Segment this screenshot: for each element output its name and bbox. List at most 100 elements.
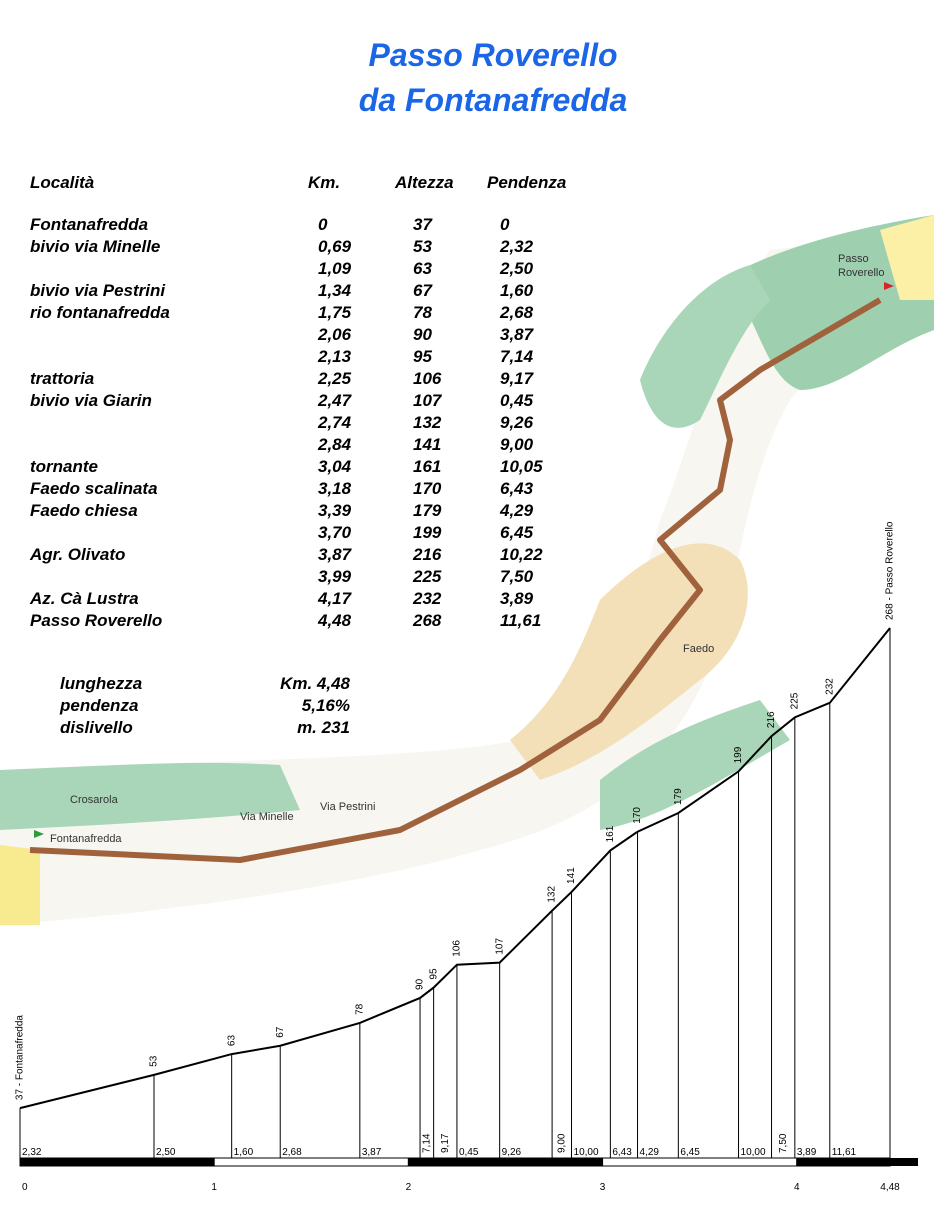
x-tick-label: 4 — [794, 1182, 800, 1193]
gradient-label: 10,00 — [574, 1147, 599, 1158]
table-cell: 179 — [413, 501, 442, 520]
point-label: 63 — [226, 1035, 237, 1047]
gradient-label: 6,45 — [680, 1147, 700, 1158]
table-cell: 2,74 — [317, 413, 352, 432]
summary-label: pendenza — [59, 696, 138, 715]
table-cell: 3,87 — [318, 545, 353, 564]
point-label: 216 — [766, 711, 777, 728]
point-label: 141 — [566, 867, 577, 884]
table-cell: 107 — [413, 391, 443, 410]
point-label: 268 - Passo Roverello — [885, 521, 896, 620]
gradient-label: 4,29 — [640, 1147, 660, 1158]
table-cell: 3,89 — [500, 589, 534, 608]
table-cell: 67 — [413, 281, 433, 300]
gradient-label: 9,17 — [440, 1133, 451, 1153]
table-cell: Faedo scalinata — [30, 479, 158, 498]
point-label: 53 — [149, 1055, 160, 1067]
table-cell: 2,47 — [317, 391, 353, 410]
table-cell: 0,45 — [500, 391, 534, 410]
table-cell: Faedo chiesa — [30, 501, 138, 520]
table-cell: 63 — [413, 259, 432, 278]
point-label: 132 — [547, 886, 558, 903]
table-cell: 268 — [412, 611, 442, 630]
gradient-label: 0,45 — [459, 1147, 479, 1158]
table-cell: Passo Roverello — [30, 611, 162, 630]
map-label: Via Pestrini — [320, 801, 375, 813]
scale-segment — [602, 1157, 798, 1167]
scale-segment — [19, 1157, 215, 1167]
gradient-label: 3,87 — [362, 1147, 382, 1158]
summary-label: dislivello — [60, 718, 133, 737]
gradient-label: 7,50 — [778, 1133, 789, 1153]
table-cell: 37 — [413, 215, 433, 234]
table-cell: bivio via Minelle — [30, 237, 160, 256]
x-tick-label: 1 — [211, 1182, 217, 1193]
table-cell: 10,22 — [500, 545, 543, 564]
page-title: Passo Roverello — [369, 37, 618, 73]
table-cell: 10,05 — [500, 457, 543, 476]
table-cell: 4,29 — [499, 501, 534, 520]
table-cell: 161 — [413, 457, 441, 476]
scale-end — [890, 1158, 918, 1166]
point-label: 199 — [733, 746, 744, 763]
table-cell: 9,00 — [500, 435, 534, 454]
table-cell: 2,25 — [317, 369, 352, 388]
point-label: 179 — [673, 788, 684, 805]
table-header: Località — [30, 173, 94, 192]
table-cell: bivio via Pestrini — [30, 281, 166, 300]
scale-segment — [213, 1157, 409, 1167]
gradient-label: 2,68 — [282, 1147, 302, 1158]
table-cell: 78 — [413, 303, 432, 322]
table-header: Km. — [308, 173, 340, 192]
map — [0, 215, 934, 925]
table-cell: 1,75 — [318, 303, 352, 322]
table-cell: 2,06 — [317, 325, 352, 344]
map-label: Via Minelle — [240, 811, 294, 823]
table-cell: 232 — [412, 589, 442, 608]
table-cell: 6,45 — [500, 523, 534, 542]
table-cell: 2,68 — [499, 303, 534, 322]
x-tick-label: 4,48 — [880, 1182, 900, 1193]
table-cell: Fontanafredda — [30, 215, 148, 234]
table-cell: 1,34 — [318, 281, 352, 300]
table-cell: 7,50 — [500, 567, 534, 586]
table-cell: 141 — [413, 435, 441, 454]
point-label: 78 — [354, 1003, 365, 1015]
gradient-label: 3,89 — [797, 1147, 817, 1158]
point-label: 161 — [605, 825, 616, 842]
table-cell: 7,14 — [500, 347, 534, 366]
table-cell: 3,18 — [318, 479, 352, 498]
table-cell: 3,99 — [318, 567, 352, 586]
map-label: Fontanafredda — [50, 833, 122, 845]
summary-label: lunghezza — [60, 674, 142, 693]
table-cell: bivio via Giarin — [30, 391, 152, 410]
table-cell: 2,50 — [499, 259, 534, 278]
x-tick-label: 0 — [22, 1182, 28, 1193]
table-cell: 1,60 — [500, 281, 534, 300]
table-cell: trattoria — [30, 369, 94, 388]
table-cell: 2,32 — [499, 237, 534, 256]
table-cell: 6,43 — [500, 479, 534, 498]
table-cell: Az. Cà Lustra — [29, 589, 139, 608]
point-label: 170 — [632, 807, 643, 824]
table-cell: rio fontanafredda — [30, 303, 170, 322]
table-cell: tornante — [30, 457, 98, 476]
table-cell: 95 — [413, 347, 432, 366]
point-label: 225 — [789, 692, 800, 709]
summary-value: m. 231 — [297, 718, 350, 737]
table-cell: 1,09 — [318, 259, 352, 278]
point-label: 232 — [824, 678, 835, 695]
table-cell: 216 — [412, 545, 442, 564]
table-cell: Agr. Olivato — [29, 545, 125, 564]
gradient-label: 9,00 — [556, 1133, 567, 1153]
x-tick-label: 2 — [406, 1182, 412, 1193]
page-title: da Fontanafredda — [359, 82, 627, 118]
point-label: 95 — [428, 968, 439, 980]
map-label: Faedo — [683, 643, 714, 655]
gradient-label: 9,26 — [502, 1147, 522, 1158]
map-label: Passo — [838, 253, 869, 265]
table-cell: 2,13 — [317, 347, 352, 366]
table-cell: 3,87 — [500, 325, 535, 344]
table-cell: 3,39 — [318, 501, 352, 520]
